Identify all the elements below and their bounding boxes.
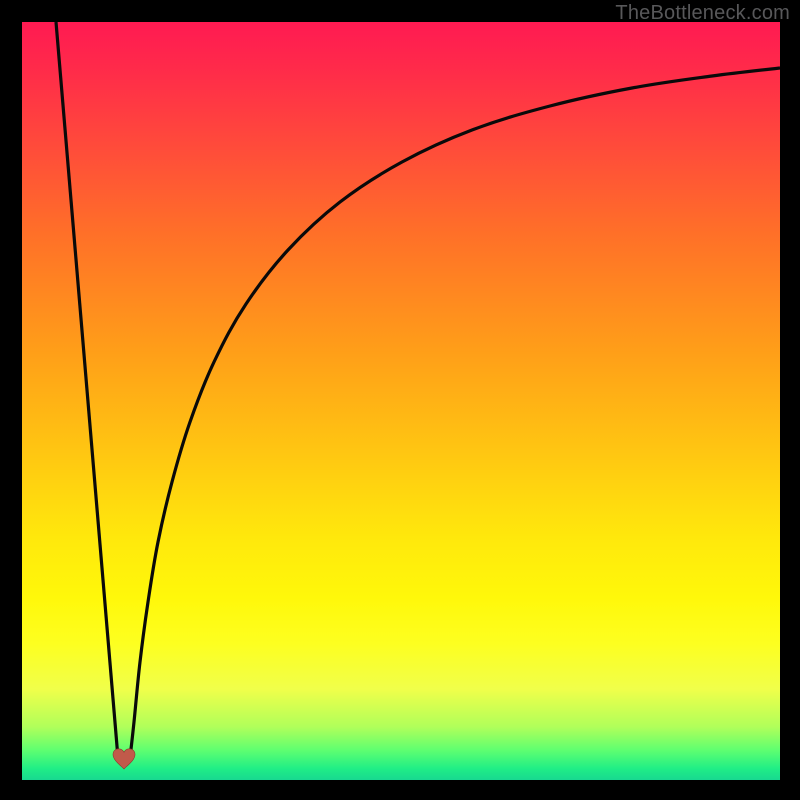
watermark-text: TheBottleneck.com xyxy=(615,2,790,25)
heart-icon xyxy=(113,749,135,769)
curve-left-branch xyxy=(56,22,118,758)
chart-container: TheBottleneck.com xyxy=(0,0,800,800)
bottleneck-curve xyxy=(22,22,780,780)
plot-area xyxy=(22,22,780,780)
curve-right-branch xyxy=(130,68,780,758)
heart-marker xyxy=(112,748,136,770)
